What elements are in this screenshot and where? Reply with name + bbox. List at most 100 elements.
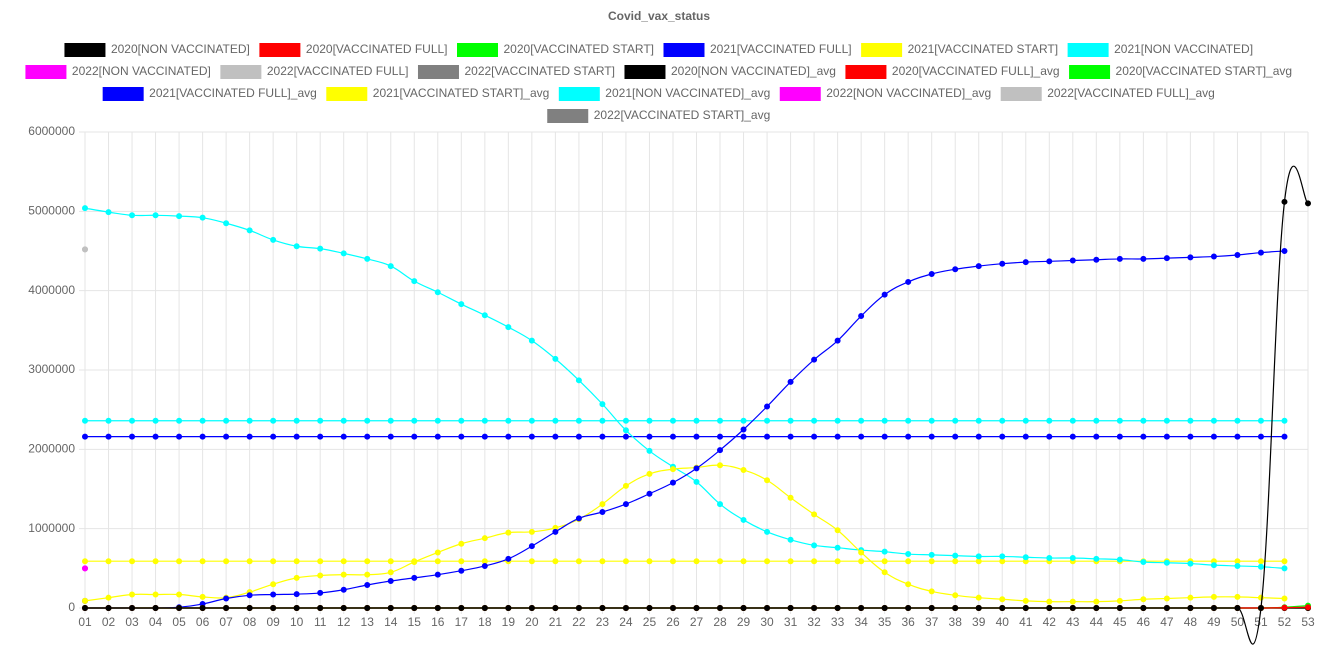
data-point bbox=[176, 213, 183, 220]
data-point bbox=[1281, 417, 1288, 424]
data-point bbox=[669, 466, 676, 473]
x-tick-label: 24 bbox=[619, 615, 633, 629]
data-point bbox=[82, 558, 88, 565]
data-point bbox=[928, 588, 935, 595]
data-point bbox=[1257, 249, 1264, 256]
data-point bbox=[481, 562, 488, 569]
data-point bbox=[317, 605, 324, 611]
data-point bbox=[270, 433, 277, 440]
data-point bbox=[622, 433, 629, 440]
data-point bbox=[458, 558, 465, 565]
data-point bbox=[740, 426, 747, 433]
data-point bbox=[1069, 417, 1076, 424]
data-point bbox=[481, 558, 488, 565]
legend-label: 2021[VACCINATED START] bbox=[908, 42, 1059, 56]
data-point bbox=[1210, 433, 1217, 440]
data-point bbox=[481, 605, 488, 611]
x-tick-label: 50 bbox=[1231, 615, 1245, 629]
data-point bbox=[246, 592, 253, 599]
data-point bbox=[152, 605, 159, 611]
data-point bbox=[1234, 558, 1241, 565]
data-point bbox=[669, 417, 676, 424]
x-tick-label: 43 bbox=[1066, 615, 1080, 629]
legend-swatch bbox=[845, 65, 887, 79]
data-point bbox=[787, 494, 794, 501]
legend-swatch bbox=[624, 65, 666, 79]
data-point bbox=[1140, 605, 1147, 611]
legend-item: 2020[NON VACCINATED]_avg bbox=[624, 64, 836, 79]
data-point bbox=[293, 591, 300, 598]
data-point bbox=[764, 528, 771, 535]
data-point bbox=[1234, 417, 1241, 424]
data-point bbox=[434, 571, 441, 578]
data-point bbox=[434, 549, 441, 556]
x-tick-label: 36 bbox=[901, 615, 915, 629]
data-point bbox=[646, 433, 653, 440]
legend-swatch bbox=[1069, 65, 1111, 79]
data-point bbox=[552, 433, 559, 440]
data-point bbox=[1187, 560, 1194, 567]
legend-item: 2021[NON VACCINATED] bbox=[1067, 42, 1253, 57]
data-point bbox=[717, 433, 724, 440]
data-point bbox=[999, 558, 1006, 565]
data-point bbox=[1116, 433, 1123, 440]
data-point bbox=[270, 605, 277, 611]
data-point bbox=[717, 558, 724, 565]
data-point bbox=[105, 417, 112, 424]
data-point bbox=[1234, 593, 1241, 600]
data-point bbox=[811, 542, 818, 549]
legend-label: 2022[VACCINATED FULL] bbox=[267, 64, 409, 78]
legend-swatch bbox=[326, 87, 368, 101]
data-point bbox=[975, 594, 982, 601]
data-point bbox=[105, 433, 112, 440]
data-point bbox=[952, 592, 959, 599]
data-point bbox=[740, 417, 747, 424]
data-point bbox=[717, 501, 724, 508]
data-point bbox=[834, 558, 841, 565]
data-point bbox=[928, 433, 935, 440]
data-point bbox=[340, 605, 347, 611]
data-point bbox=[787, 433, 794, 440]
data-point bbox=[928, 417, 935, 424]
data-point bbox=[129, 558, 136, 565]
data-point bbox=[458, 605, 465, 611]
data-point bbox=[975, 553, 982, 560]
data-point bbox=[717, 462, 724, 469]
y-tick-label: 2000000 bbox=[28, 442, 75, 456]
legend-label: 2021[VACCINATED START]_avg bbox=[373, 86, 550, 100]
data-point bbox=[387, 263, 394, 270]
x-tick-label: 28 bbox=[713, 615, 727, 629]
data-point bbox=[293, 558, 300, 565]
data-point bbox=[1187, 605, 1194, 611]
data-point bbox=[505, 433, 512, 440]
data-point bbox=[787, 605, 794, 611]
data-point bbox=[646, 490, 653, 497]
data-point bbox=[1234, 562, 1241, 569]
x-tick-label: 30 bbox=[760, 615, 774, 629]
data-point bbox=[505, 529, 512, 536]
data-point bbox=[1234, 251, 1241, 258]
data-point bbox=[129, 591, 136, 598]
legend-swatch bbox=[259, 43, 301, 57]
data-point bbox=[199, 558, 206, 565]
data-point bbox=[999, 596, 1006, 603]
data-point bbox=[881, 548, 888, 555]
data-point bbox=[622, 605, 629, 611]
data-point bbox=[764, 477, 771, 484]
data-point bbox=[693, 433, 700, 440]
y-tick-label: 6000000 bbox=[28, 124, 75, 138]
data-point bbox=[1022, 605, 1029, 611]
data-point bbox=[340, 250, 347, 257]
legend-swatch bbox=[64, 43, 106, 57]
data-point bbox=[270, 236, 277, 243]
data-point bbox=[270, 591, 277, 598]
data-point bbox=[364, 417, 371, 424]
data-point bbox=[505, 605, 512, 611]
data-point bbox=[693, 465, 700, 472]
data-point bbox=[528, 417, 535, 424]
data-point bbox=[1187, 254, 1194, 261]
x-tick-label: 18 bbox=[478, 615, 492, 629]
legend-item: 2021[VACCINATED FULL]_avg bbox=[102, 86, 317, 101]
x-tick-label: 17 bbox=[455, 615, 469, 629]
data-point bbox=[552, 417, 559, 424]
